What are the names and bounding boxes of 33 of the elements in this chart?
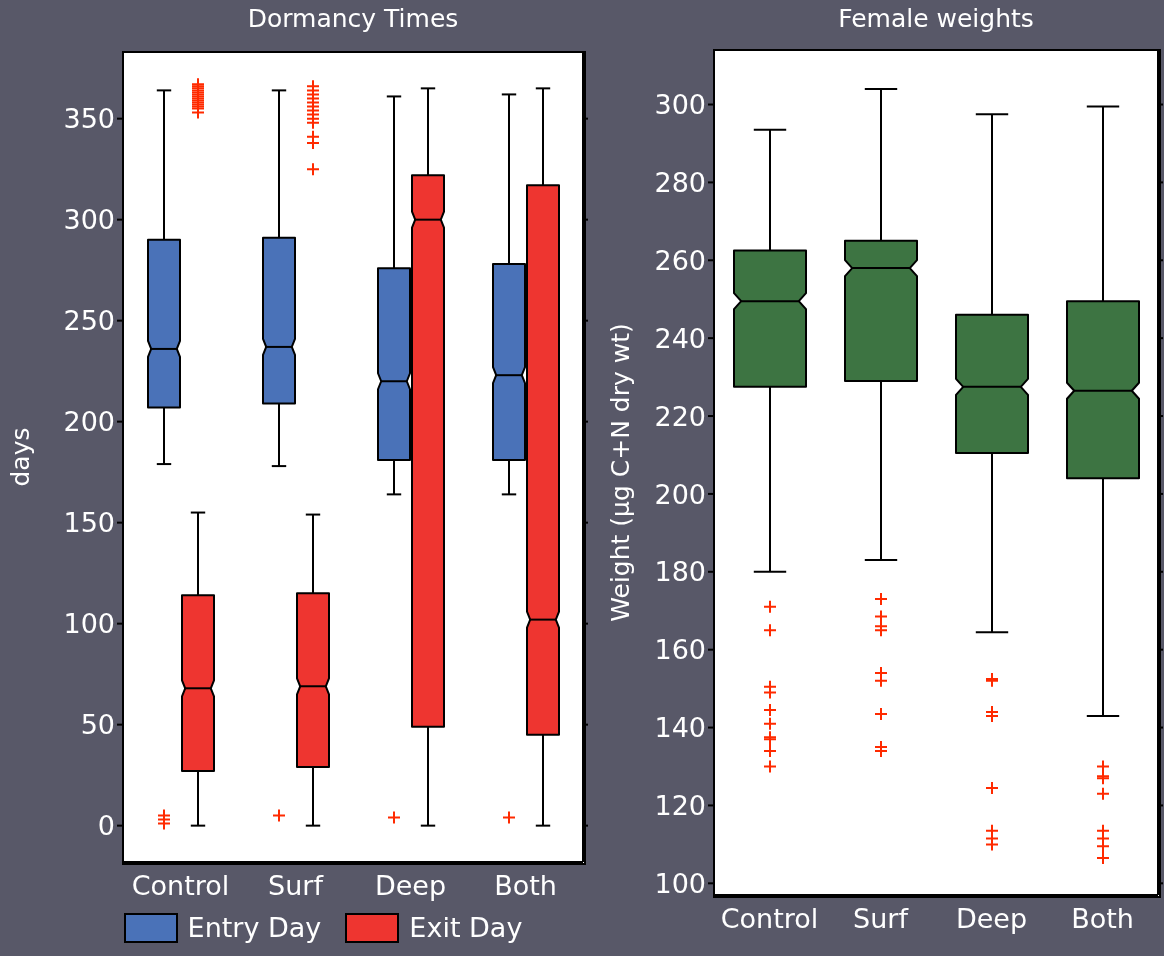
x-tick-label: Both [1071,903,1134,935]
y-tick-label: 120 [654,790,706,822]
y-tick-label: 300 [654,89,706,121]
y-tick-label: 50 [80,709,115,741]
y-tick-label: 150 [63,507,115,539]
y-tick-label: 350 [63,103,115,135]
y-tick-label: 220 [654,400,706,432]
y-axis-title: days [5,427,35,487]
y-tick-label: 200 [654,478,706,510]
y-tick-label: 200 [63,406,115,438]
x-tick-label: Control [131,870,230,902]
x-tick-label: Both [494,870,557,902]
x-tick-label: Deep [374,870,447,902]
x-tick-label: Deep [955,903,1028,935]
x-tick-label: Surf [268,870,325,902]
y-tick-label: 240 [654,322,706,354]
legend-label: Entry Day [187,912,322,943]
legend-label: Exit Day [409,912,523,943]
y-tick-label: 100 [654,867,706,899]
y-tick-label: 100 [63,608,115,640]
y-tick-label: 300 [63,204,115,236]
x-tick-label: Surf [853,903,910,935]
chart-title: Dormancy Times [246,4,460,33]
chart-title: Female weights [837,4,1035,33]
x-tick-label: Control [720,903,819,935]
y-axis-title: Weight (µg C+N dry wt) [605,323,635,622]
y-tick-label: 260 [654,244,706,276]
y-tick-label: 280 [654,166,706,198]
y-tick-label: 0 [97,810,115,842]
y-tick-label: 140 [654,712,706,744]
y-tick-label: 160 [654,634,706,666]
y-tick-label: 250 [63,305,115,337]
y-tick-label: 180 [654,556,706,588]
